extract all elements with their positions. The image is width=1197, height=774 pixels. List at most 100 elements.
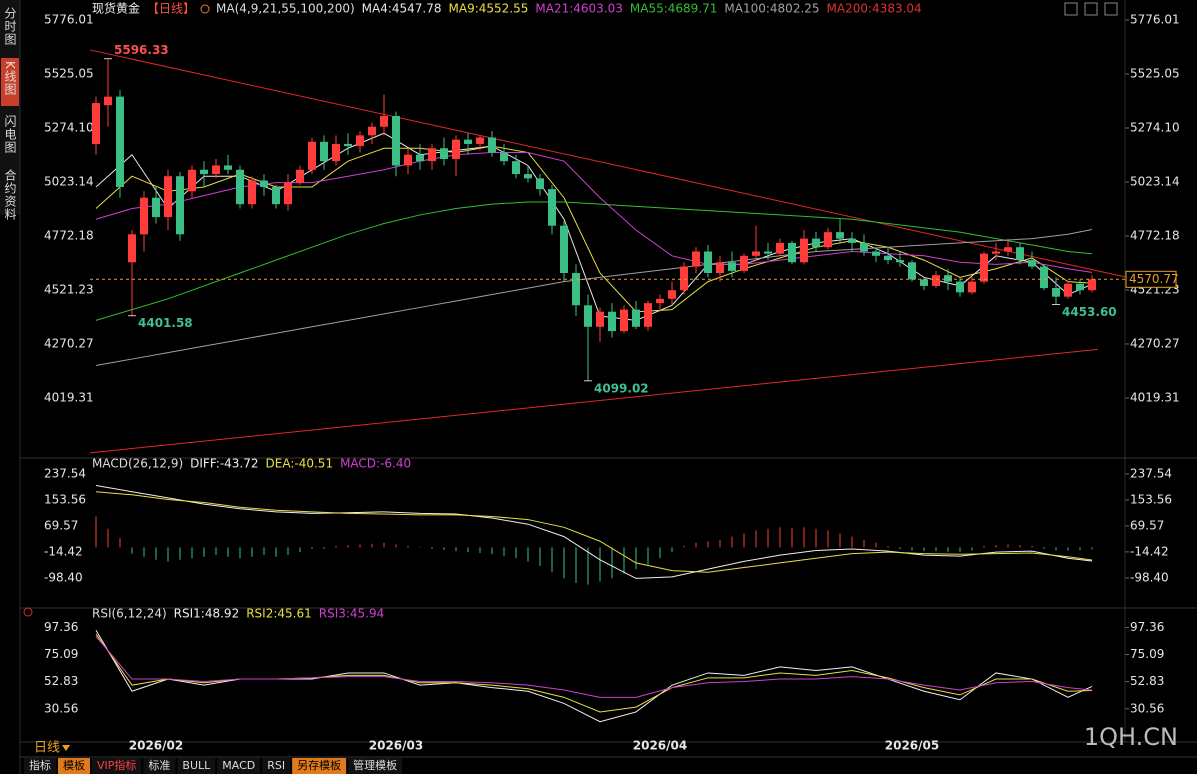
candle-body (740, 255, 748, 271)
candle-body (632, 309, 640, 327)
window-icons[interactable] (1064, 2, 1118, 16)
candle-body (872, 251, 880, 256)
add-icon[interactable] (200, 4, 210, 14)
indicator-line (95, 229, 1093, 367)
candle-body (572, 273, 580, 306)
candle-body (272, 186, 280, 205)
candle-body (392, 115, 400, 166)
tab-background (92, 758, 142, 774)
y-tick-label-right: 69.57 (1130, 518, 1164, 532)
price-annotation: 4401.58 (138, 316, 193, 330)
indicator-icon[interactable] (23, 607, 33, 617)
y-tick-label-right: 75.09 (1130, 647, 1164, 661)
indicator-title: MACD(26,12,9) (92, 457, 183, 471)
period-dropdown-arrow[interactable] (62, 745, 70, 751)
candle-body (1064, 283, 1072, 297)
icon-button[interactable] (1064, 2, 1078, 16)
candle-body (236, 169, 244, 205)
sidebar-tab[interactable]: 合约资料 (3, 168, 17, 221)
indicator-line (95, 485, 1093, 579)
tab[interactable]: VIP指标 (97, 758, 136, 772)
y-tick-label-right: 5776.01 (1130, 13, 1180, 27)
candle-body (260, 180, 268, 187)
candle-body (428, 148, 436, 162)
candle-body (620, 309, 628, 332)
candle-body (440, 148, 448, 160)
candle-body (524, 174, 532, 179)
y-tick-label-right: 4019.31 (1130, 390, 1180, 404)
legend-entry: MA100:4802.25 (724, 2, 819, 16)
last-price-label: 4570.77 (1129, 272, 1179, 286)
candle-body (680, 266, 688, 291)
tab[interactable]: RSI (267, 759, 285, 772)
watermark: 1QH.CN (1084, 723, 1178, 751)
candle-body (320, 141, 328, 162)
y-tick-label-left: 153.56 (44, 492, 86, 506)
candle-body (608, 311, 616, 332)
y-tick-label-left: -98.40 (44, 570, 83, 584)
legend-entry: MA55:4689.71 (630, 2, 718, 16)
tab-background (143, 758, 176, 774)
sidebar (0, 0, 20, 215)
tab-background (262, 758, 291, 774)
tab[interactable]: MACD (222, 759, 255, 772)
tab-background (292, 758, 347, 774)
candle-body (752, 251, 760, 256)
candle-body (512, 161, 520, 175)
candle-body (716, 262, 724, 274)
tab[interactable]: 另存模板 (297, 758, 341, 772)
tab[interactable]: 管理模板 (353, 758, 397, 772)
trend-line (89, 49, 1126, 278)
candle-body (968, 281, 976, 293)
tab-background (24, 758, 56, 774)
candle-body (176, 176, 184, 235)
sidebar-tab[interactable]: K线图 (3, 61, 17, 96)
sidebar-tab-active (1, 58, 19, 106)
candle-body (200, 169, 208, 175)
period-label[interactable]: 日线 (34, 741, 60, 756)
candle-body (464, 139, 472, 144)
candle-body (956, 281, 964, 293)
y-tick-label-left: 237.54 (44, 466, 86, 480)
icon-button[interactable] (1104, 2, 1118, 16)
legend-entry: MACD:-6.40 (340, 457, 411, 471)
candle-body (944, 275, 952, 282)
candle-body (776, 242, 784, 254)
candle-body (800, 238, 808, 263)
sidebar-tab[interactable]: 闪电图 (3, 115, 17, 154)
candle-body (188, 169, 196, 192)
candle-body (860, 242, 868, 252)
candle-body (1088, 279, 1096, 291)
candle-body (728, 262, 736, 271)
candle-body (248, 180, 256, 205)
candle-body (812, 238, 820, 248)
legend-entry: RSI1:48.92 (174, 607, 240, 621)
candle-body (404, 154, 412, 166)
candle-body (584, 305, 592, 327)
candle-body (284, 182, 292, 205)
candle-body (992, 251, 1000, 254)
candle-body (380, 115, 388, 127)
candle-body (1052, 288, 1060, 297)
tab[interactable]: 模板 (63, 758, 85, 772)
tab[interactable]: 指标 (29, 758, 51, 772)
candle-body (224, 165, 232, 170)
price-annotation: 4099.02 (594, 381, 649, 395)
candle-body (908, 262, 916, 280)
sidebar-tab[interactable]: 分时图 (3, 7, 17, 46)
legend-entry: MA9:4552.55 (449, 2, 529, 16)
y-tick-label-right: 52.83 (1130, 674, 1164, 688)
tab[interactable]: 标准 (148, 758, 170, 772)
candle-body (1016, 247, 1024, 261)
icon-button[interactable] (1084, 2, 1098, 16)
candle-body (932, 275, 940, 286)
y-tick-label-right: 30.56 (1130, 701, 1164, 715)
indicator-title: RSI(6,12,24) (92, 607, 167, 621)
candle-body (368, 126, 376, 136)
tab[interactable]: BULL (182, 759, 211, 772)
y-tick-label-right: -14.42 (1130, 544, 1169, 558)
candle-body (1076, 283, 1084, 291)
y-tick-label-left: 5525.05 (44, 67, 94, 81)
indicator-line (95, 636, 1093, 698)
